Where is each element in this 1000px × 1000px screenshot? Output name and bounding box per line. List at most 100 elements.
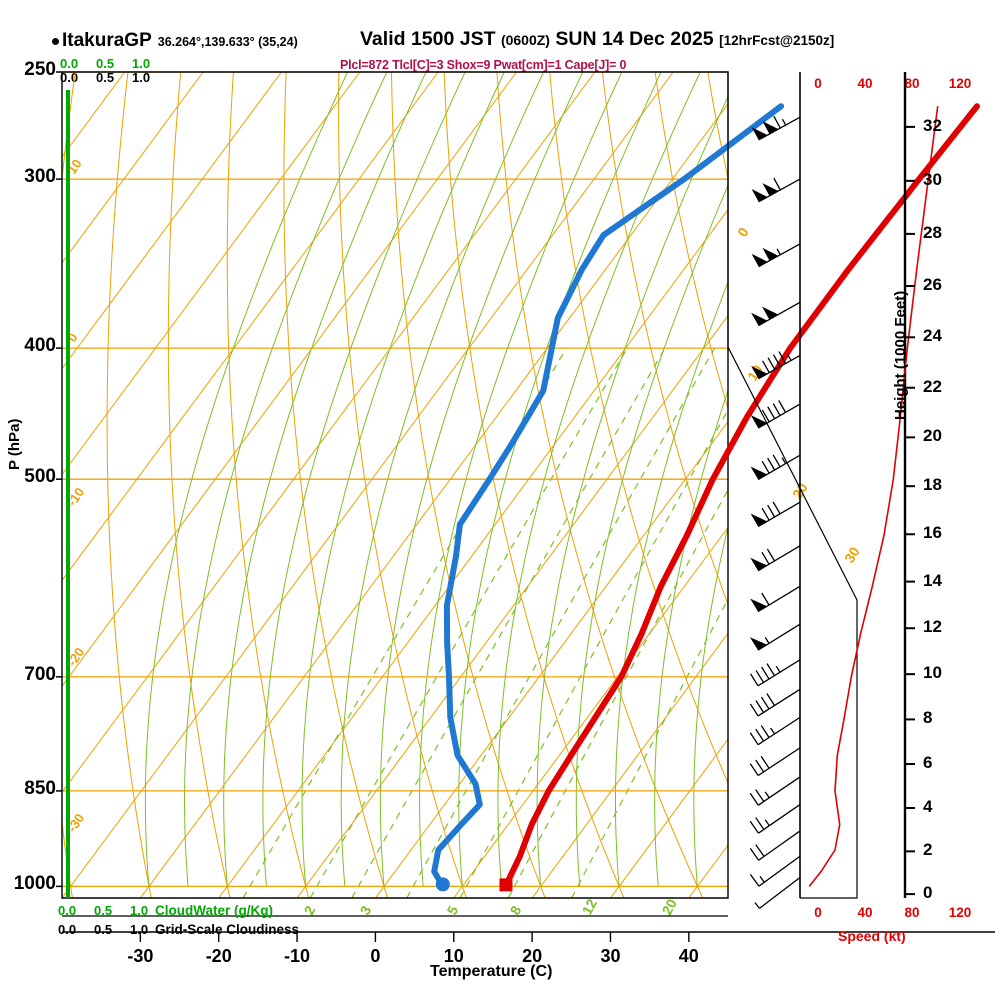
speed-top-tick-3: 120: [948, 76, 972, 91]
speed-tick-1: 40: [857, 905, 873, 920]
speed-top-tick-1: 40: [857, 76, 873, 91]
wind-barb: [751, 301, 801, 327]
temperature-tick-label: 0: [370, 946, 381, 966]
station-name: ItakuraGP: [62, 30, 152, 51]
dry-adiabat-line: [167, 72, 231, 898]
isotherm-line: [531, 72, 728, 898]
wind-barb: [751, 177, 801, 203]
dry-adiabat-line: [391, 72, 546, 898]
isotherm-line: [296, 72, 728, 898]
height-tick-label: 0: [923, 883, 933, 903]
sounding-traces: [431, 103, 980, 892]
moist-adiabat-line: [615, 72, 728, 887]
moist-adiabat-line: [223, 72, 427, 887]
wind-barb: [749, 716, 801, 746]
moist-adiabat-line: [184, 72, 388, 887]
wind-barb: [751, 351, 801, 380]
isotherm-line: [62, 72, 204, 898]
speed-axis-title: Speed (kt): [838, 928, 906, 944]
plot-frame: [61, 71, 729, 899]
cloudwater-top-tick-2: 1.0: [132, 56, 151, 71]
height-tick-label: 14: [923, 570, 942, 590]
cloudwater-top-tick-1: 0.5: [96, 56, 115, 71]
height-ticks: [905, 125, 915, 896]
temperature-tick-label: 30: [600, 946, 621, 966]
wind-barb: [750, 585, 801, 613]
speed-tick-0: 0: [814, 905, 822, 920]
valid-date: SUN 14 Dec 2025: [555, 28, 714, 50]
temperature-tick-label: 40: [678, 946, 699, 966]
isotherm-line: [62, 72, 282, 898]
wind-barb: [749, 747, 801, 777]
height-tick-label: 12: [923, 617, 942, 637]
dewpoint-trace: [431, 103, 785, 890]
valid-time-header: Valid 1500 JST (0600Z) SUN 14 Dec 2025 […: [360, 28, 834, 51]
wind-barb: [751, 115, 801, 141]
station-header: ItakuraGP 36.264°,139.633° (35,24): [62, 30, 298, 52]
isotherm-line: [453, 72, 728, 898]
temperature-tick-label: -10: [284, 946, 311, 966]
moist-adiabat-line: [419, 72, 623, 887]
mixing-ratio-line: [507, 347, 728, 898]
moist-adiabat-line: [379, 72, 584, 887]
height-tick-label: 22: [923, 376, 942, 396]
wind-barb: [750, 501, 801, 528]
isotherm-line: [62, 72, 517, 898]
dry-adiabat-line: [654, 72, 728, 898]
wind-barb: [749, 804, 801, 834]
mixing-ratio-label: 8: [507, 903, 525, 918]
wind-barb: [749, 830, 801, 861]
isotherm-line: [62, 72, 596, 898]
dry-adiabat-line: [283, 72, 389, 898]
pressure-tick-label: 500: [24, 466, 56, 488]
cloudiness-tick-2: 1.0: [130, 922, 149, 937]
wind-barbs: [749, 115, 801, 909]
cloudiness-axis-title: Grid-Scale Cloudiness: [155, 922, 300, 937]
height-tick-label: 16: [923, 523, 942, 543]
dry-adiabat-line: [549, 72, 728, 898]
cloudwater-tick-0: 0.0: [58, 903, 77, 918]
mixing-ratio-label: 12: [579, 896, 601, 917]
wind-barb: [750, 454, 801, 481]
wind-barb: [749, 688, 801, 717]
height-tick-label: 10: [923, 663, 942, 683]
mixing-ratio-line: [351, 347, 666, 898]
height-tick-label: 30: [923, 169, 942, 189]
pressure-tick-label: 1000: [13, 873, 56, 895]
wind-barb: [751, 243, 801, 268]
mixing-ratio-label: 20: [659, 896, 681, 917]
height-tick-label: 8: [923, 708, 933, 728]
valid-time: Valid 1500 JST: [360, 28, 496, 50]
dry-adiabat-line: [496, 72, 704, 898]
wind-barb: [750, 400, 801, 429]
sounding-parameters: Plcl=872 Tlcl[C]=3 Shox=9 Pwat[cm]=1 Cap…: [340, 58, 627, 72]
cloudiness-tick-0: 0.0: [58, 922, 77, 937]
moist-adiabat-line: [654, 72, 728, 887]
isotherm-line: [62, 72, 439, 898]
grid-lines: [62, 72, 728, 898]
height-tick-label: 24: [923, 326, 942, 346]
isotherm-line: [62, 72, 674, 898]
speed-tick-3: 120: [948, 905, 972, 920]
dry-adiabat-line: [601, 72, 728, 898]
moist-adiabat-line: [575, 72, 728, 887]
cloudiness-top-tick-2: 1.0: [132, 70, 151, 85]
wind-barb: [749, 776, 801, 806]
isotherm-line: [610, 72, 728, 898]
moist-adiabat-line: [693, 72, 728, 887]
valid-time-utc: (0600Z): [500, 32, 550, 48]
cloudwater-tick-1: 0.5: [94, 903, 113, 918]
temperature-tick-label: 20: [522, 946, 543, 966]
station-bullet-icon: [52, 38, 59, 45]
temperature-tick-label: -20: [205, 946, 232, 966]
forecast-tag: [12hrFcst@2150z]: [719, 33, 835, 48]
dry-adiabat-line: [443, 72, 625, 898]
isotherm-line: [139, 72, 728, 898]
speed-top-tick-0: 0: [814, 76, 822, 91]
pressure-tick-label: 300: [24, 166, 56, 188]
speed-top-tick-2: 80: [904, 76, 920, 91]
pressure-tick-label: 700: [24, 663, 56, 685]
height-tick-label: 4: [923, 796, 933, 816]
mixing-ratio-line: [571, 347, 728, 898]
